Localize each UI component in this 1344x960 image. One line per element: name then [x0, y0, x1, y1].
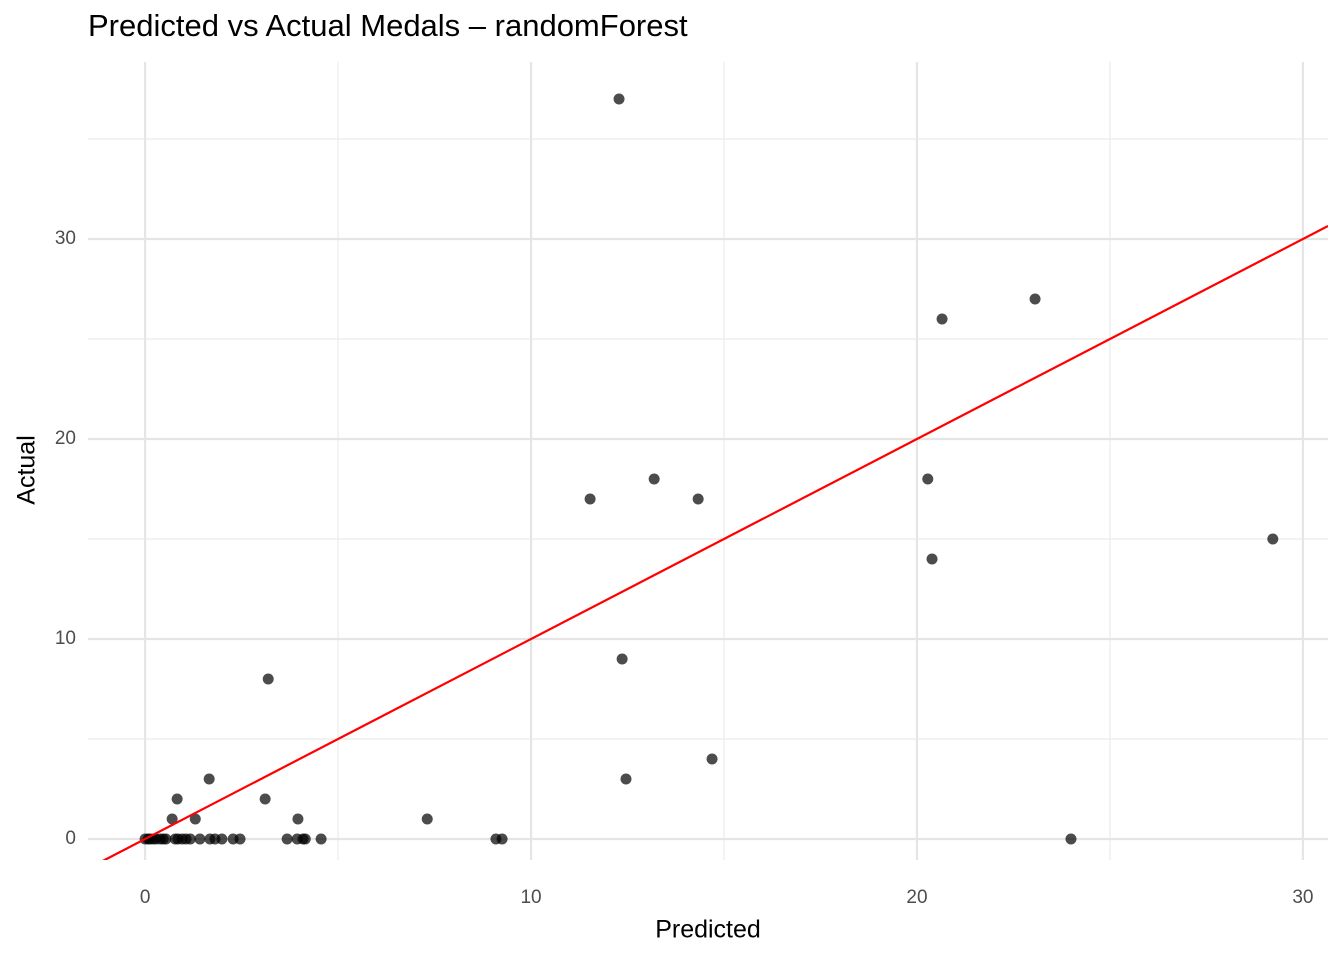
y-tick-label: 30	[55, 228, 76, 249]
x-axis-label: Predicted	[655, 916, 761, 944]
x-tick-label: 20	[906, 887, 927, 908]
point	[262, 673, 274, 685]
point	[692, 493, 704, 505]
point	[315, 833, 327, 845]
y-tick-label: 0	[65, 828, 76, 849]
x-tick-label: 0	[140, 887, 151, 908]
point	[1267, 533, 1279, 545]
point	[936, 313, 948, 325]
x-tick-label: 10	[520, 887, 541, 908]
point	[160, 833, 172, 845]
chart-title: Predicted vs Actual Medals – randomFores…	[88, 8, 688, 43]
y-tick-label: 10	[55, 628, 76, 649]
point	[620, 773, 632, 785]
grid	[88, 62, 1328, 860]
point	[648, 473, 660, 485]
point	[922, 473, 934, 485]
point	[1065, 833, 1077, 845]
point	[496, 833, 508, 845]
point	[216, 833, 228, 845]
point	[234, 833, 246, 845]
marks	[102, 93, 1328, 860]
point	[189, 813, 201, 825]
reference-line	[102, 225, 1328, 860]
point	[292, 813, 304, 825]
point	[584, 493, 596, 505]
y-axis-label: Actual	[13, 435, 41, 504]
point	[421, 813, 433, 825]
point	[706, 753, 718, 765]
point	[613, 93, 625, 105]
point	[184, 833, 196, 845]
point	[1029, 293, 1041, 305]
point	[194, 833, 206, 845]
point	[259, 793, 271, 805]
point	[299, 833, 311, 845]
point	[616, 653, 628, 665]
point	[166, 813, 178, 825]
point	[281, 833, 293, 845]
point	[926, 553, 938, 565]
point	[203, 773, 215, 785]
x-tick-label: 30	[1292, 887, 1313, 908]
y-tick-label: 20	[55, 428, 76, 449]
point	[171, 793, 183, 805]
